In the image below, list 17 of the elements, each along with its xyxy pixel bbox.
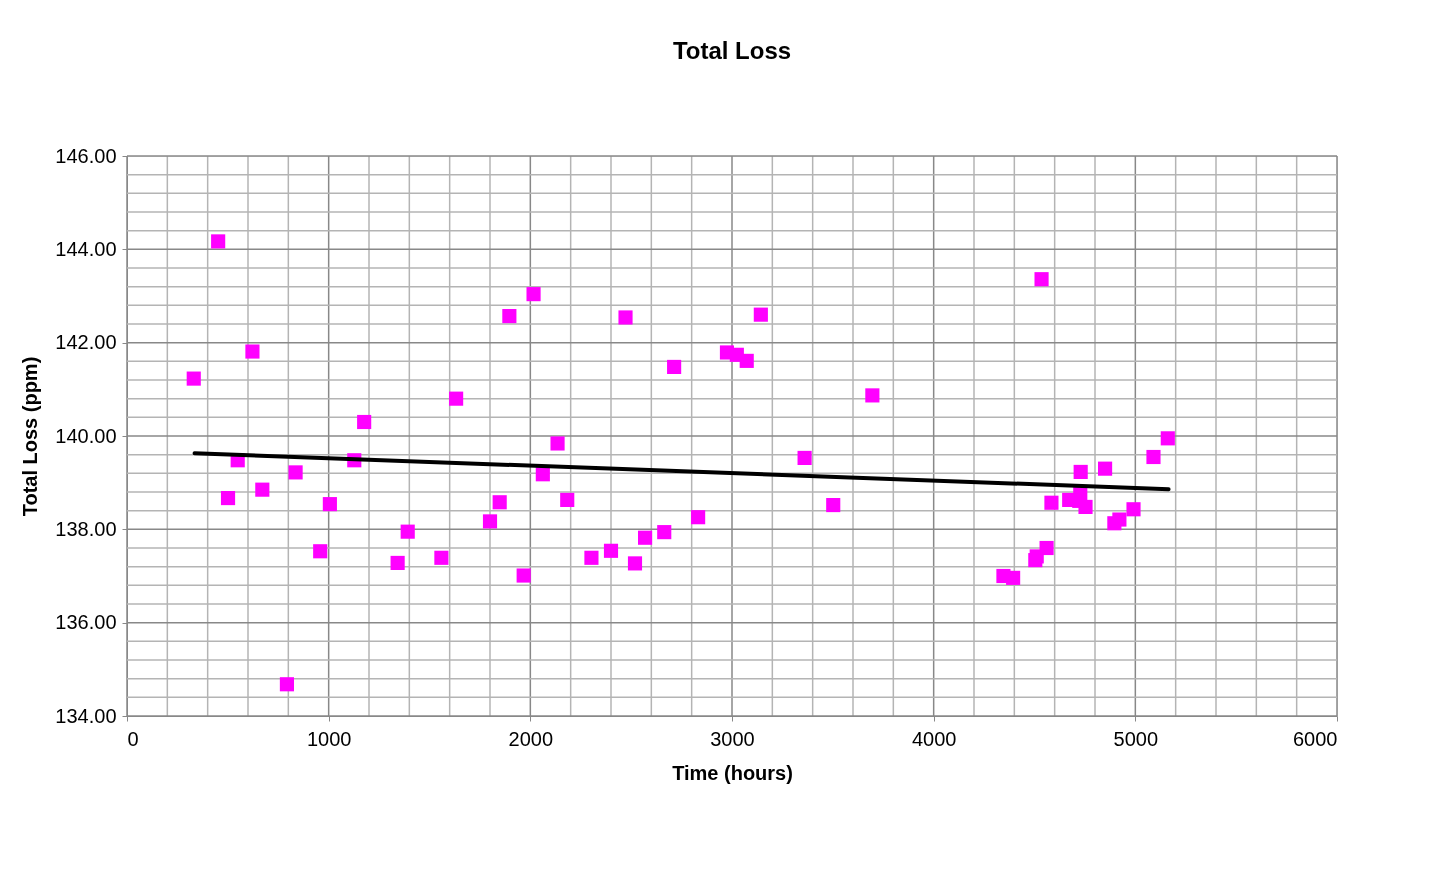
y-tick-label: 134.00 bbox=[55, 704, 117, 727]
y-tick-label: 136.00 bbox=[55, 611, 117, 634]
y-tick-label: 144.00 bbox=[55, 237, 117, 260]
chart-title: Total Loss bbox=[672, 37, 792, 64]
x-tick-label: 0 bbox=[127, 727, 139, 750]
x-tick-label: 4000 bbox=[911, 727, 957, 750]
x-tick-label: 1000 bbox=[306, 727, 352, 750]
y-tick-label: 140.00 bbox=[55, 424, 117, 447]
x-tick-label: 2000 bbox=[508, 727, 554, 750]
y-axis-title: Total Loss (ppm) bbox=[19, 356, 42, 517]
x-axis-title: Time (hours) bbox=[672, 761, 793, 784]
x-tick-label: 5000 bbox=[1113, 727, 1159, 750]
y-tick-label: 142.00 bbox=[55, 331, 117, 354]
y-tick-label: 138.00 bbox=[55, 517, 117, 540]
y-tick-label: 146.00 bbox=[55, 144, 117, 167]
x-tick-label: 6000 bbox=[1293, 727, 1338, 750]
x-tick-label: 3000 bbox=[710, 727, 755, 750]
